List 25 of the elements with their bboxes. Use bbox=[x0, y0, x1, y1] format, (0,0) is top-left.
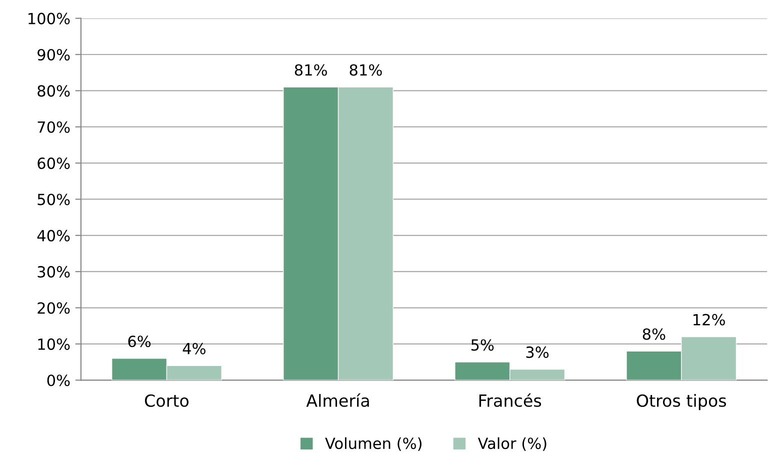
x-tick-label: Corto bbox=[144, 394, 189, 407]
data-label: 5% bbox=[471, 339, 494, 351]
y-tick-label: 30% bbox=[38, 266, 70, 278]
y-tick-label: 10% bbox=[38, 338, 70, 350]
y-tick-label: 20% bbox=[38, 302, 70, 314]
y-tick-label: 60% bbox=[38, 158, 70, 170]
legend-label: Valor (%) bbox=[478, 437, 546, 451]
data-label: 81% bbox=[350, 64, 382, 76]
data-label: 3% bbox=[526, 346, 549, 358]
y-tick-label: 70% bbox=[38, 121, 70, 133]
legend-label: Volumen (%) bbox=[325, 437, 422, 451]
y-tick-label: 40% bbox=[37, 230, 70, 242]
y-tick-label: 100% bbox=[28, 12, 70, 24]
y-tick-label: 0% bbox=[47, 374, 70, 386]
x-tick-label: Francés bbox=[479, 393, 542, 407]
x-tick-label: Otros tipos bbox=[636, 394, 726, 410]
data-label: 4% bbox=[182, 342, 206, 354]
data-label: 6% bbox=[128, 336, 151, 348]
data-label: 8% bbox=[642, 328, 666, 340]
y-tick-label: 50% bbox=[38, 194, 70, 206]
y-tick-label: 80% bbox=[38, 85, 70, 97]
y-tick-label: 90% bbox=[38, 48, 70, 61]
data-label: 12% bbox=[694, 314, 725, 326]
x-tick-label: Almería bbox=[306, 393, 369, 407]
data-label: 81% bbox=[294, 64, 327, 76]
